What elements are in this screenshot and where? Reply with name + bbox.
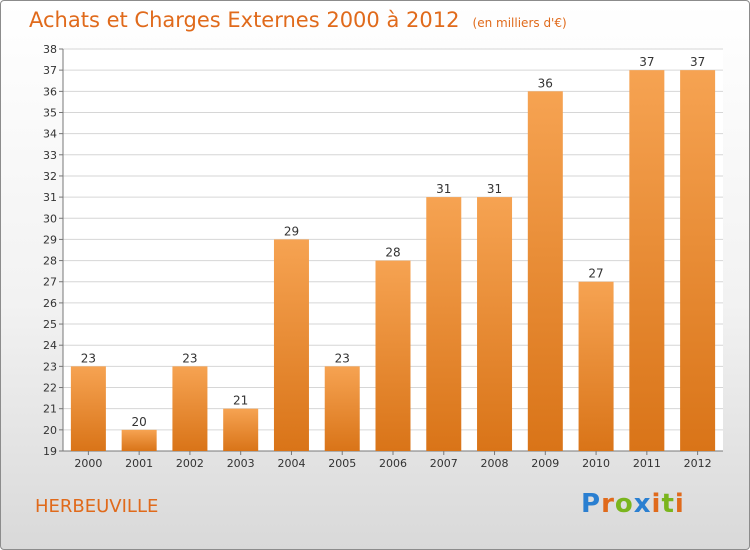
y-tick-label: 36 (43, 85, 57, 98)
y-tick-label: 34 (43, 128, 57, 141)
data-label: 37 (639, 55, 654, 69)
bar (223, 408, 259, 451)
data-label: 36 (538, 76, 553, 90)
bar (629, 70, 665, 451)
data-label: 37 (690, 55, 705, 69)
logo-letter: o (614, 489, 634, 519)
y-tick-label: 33 (43, 149, 57, 162)
data-label: 20 (132, 415, 147, 429)
logo-letter: P (581, 489, 602, 519)
bar (578, 281, 614, 451)
x-tick-label: 2004 (277, 457, 305, 470)
data-label: 23 (182, 351, 197, 365)
chart-unit: (en milliers d'€) (472, 16, 567, 30)
bar (273, 239, 309, 451)
logo-letter: x (633, 489, 652, 519)
y-tick-label: 26 (43, 297, 57, 310)
data-label: 29 (284, 224, 299, 238)
x-tick-label: 2006 (379, 457, 407, 470)
y-tick-label: 37 (43, 64, 57, 77)
x-tick-label: 2008 (481, 457, 509, 470)
y-tick-label: 32 (43, 170, 57, 183)
x-tick-label: 2010 (582, 457, 610, 470)
x-tick-label: 2009 (531, 457, 559, 470)
logo-letter: t (661, 489, 675, 519)
y-tick-label: 20 (43, 424, 57, 437)
bar (477, 197, 513, 451)
x-tick-label: 2005 (328, 457, 356, 470)
bar (375, 260, 411, 451)
x-tick-label: 2001 (125, 457, 153, 470)
data-label: 27 (588, 267, 603, 281)
y-tick-label: 29 (43, 233, 57, 246)
x-tick-label: 2007 (430, 457, 458, 470)
x-tick-label: 2011 (633, 457, 661, 470)
y-tick-label: 35 (43, 106, 57, 119)
bar (527, 91, 563, 451)
x-tick-label: 2000 (74, 457, 102, 470)
bar (70, 366, 106, 451)
data-label: 23 (335, 351, 350, 365)
x-tick-label: 2003 (227, 457, 255, 470)
logo-letter: i (651, 489, 662, 519)
y-tick-label: 22 (43, 382, 57, 395)
data-label: 23 (81, 351, 96, 365)
bar (324, 366, 360, 451)
y-tick-label: 38 (43, 43, 57, 56)
x-tick-label: 2002 (176, 457, 204, 470)
bar (121, 429, 157, 451)
y-tick-label: 31 (43, 191, 57, 204)
y-tick-label: 19 (43, 445, 57, 458)
y-tick-label: 25 (43, 318, 57, 331)
y-tick-label: 27 (43, 276, 57, 289)
commune-name: HERBEUVILLE (35, 496, 159, 517)
x-tick-label: 2012 (684, 457, 712, 470)
data-label: 31 (487, 182, 502, 196)
bar (426, 197, 462, 451)
logo-letter: i (674, 489, 685, 519)
y-tick-label: 28 (43, 255, 57, 268)
data-label: 21 (233, 394, 248, 408)
data-label: 31 (436, 182, 451, 196)
y-tick-label: 23 (43, 360, 57, 373)
y-tick-label: 24 (43, 339, 57, 352)
y-tick-label: 21 (43, 403, 57, 416)
chart-title-block: Achats et Charges Externes 2000 à 2012 (… (29, 8, 567, 32)
y-tick-label: 30 (43, 212, 57, 225)
data-label: 28 (385, 246, 400, 260)
chart-title: Achats et Charges Externes 2000 à 2012 (29, 8, 460, 32)
proxiti-logo: Proxiti (581, 489, 685, 519)
logo-letter: r (601, 489, 615, 519)
bar (680, 70, 716, 451)
bar (172, 366, 208, 451)
